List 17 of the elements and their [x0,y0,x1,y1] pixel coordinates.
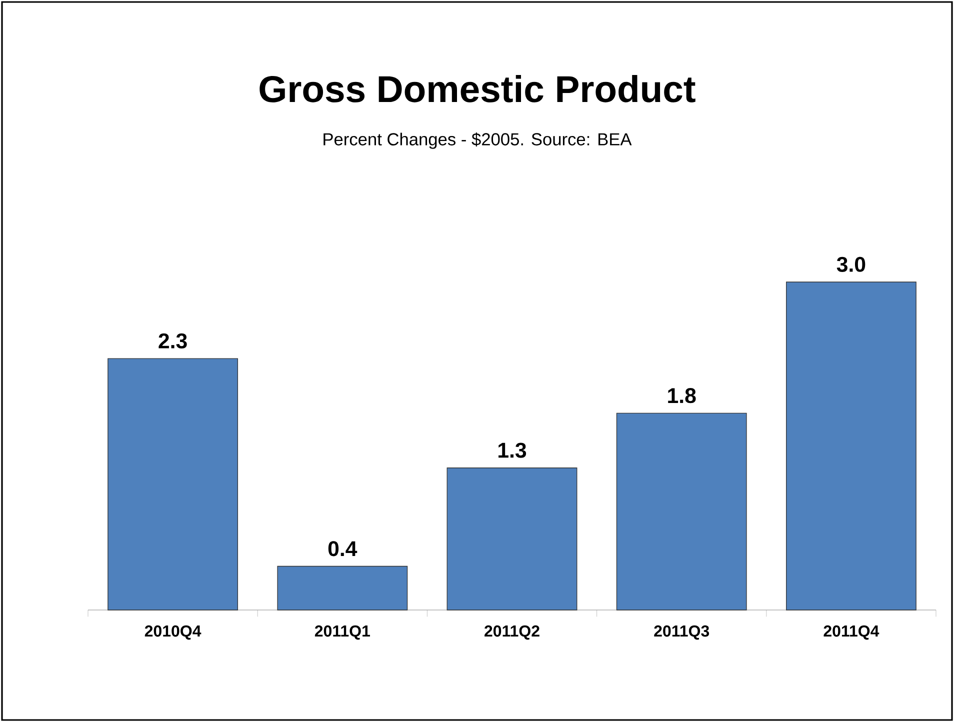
data-label: 1.8 [668,388,696,404]
x-tick-label: 2011Q3 [654,625,710,640]
data-label: 1.3 [498,442,526,458]
x-tick-label: 2010Q4 [144,625,202,640]
chart-title: Gross Domestic Product [260,74,696,102]
bar [446,468,578,610]
data-label: 0.4 [328,541,358,556]
bar [616,412,747,610]
data-label: 2.3 [158,333,187,348]
data-label: 3.0 [836,256,866,272]
x-tick-label: 2011Q4 [824,625,880,640]
x-tick-label: 2011Q2 [484,625,540,640]
x-tick-label: 2011Q1 [314,625,370,640]
bar [277,566,408,610]
bar [108,358,238,610]
chart-subtitle: Percent Changes - $2005. Source: BEA [324,132,632,149]
bar [786,282,916,610]
